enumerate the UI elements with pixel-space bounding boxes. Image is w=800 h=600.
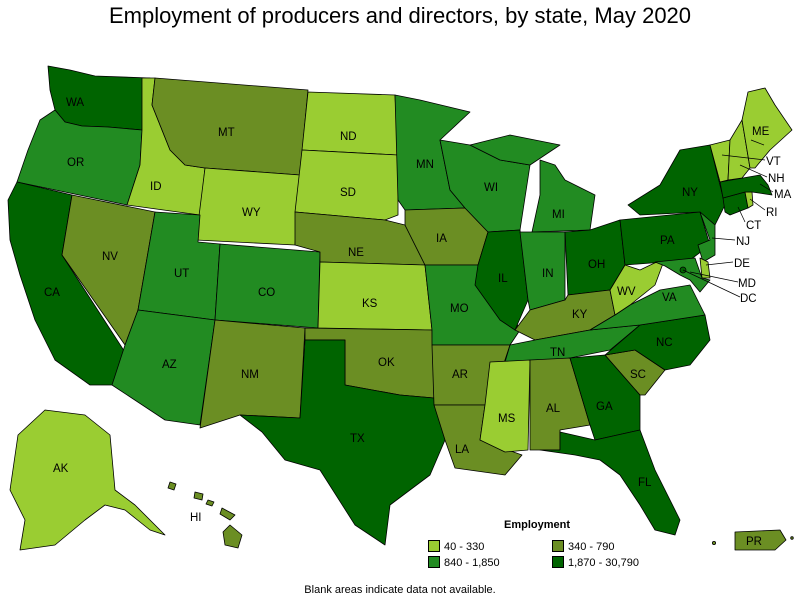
state-label-WY: WY xyxy=(242,207,261,219)
state-DE[interactable] xyxy=(699,257,711,279)
state-WV[interactable] xyxy=(609,257,666,316)
state-label-PA: PA xyxy=(660,235,675,247)
state-ME[interactable] xyxy=(741,87,793,169)
state-label-MN: MN xyxy=(416,159,434,171)
state-label-HI: HI xyxy=(190,512,202,524)
state-label-MT: MT xyxy=(218,127,235,139)
state-KS[interactable] xyxy=(317,261,433,331)
legend-swatch xyxy=(428,540,440,552)
state-CO[interactable] xyxy=(214,243,321,329)
state-label-NC: NC xyxy=(656,337,673,349)
state-label-PR: PR xyxy=(746,536,762,548)
legend-label: 340 - 790 xyxy=(568,541,615,553)
legend-title: Employment xyxy=(504,519,571,531)
state-label-TN: TN xyxy=(550,347,565,359)
state-label-FL: FL xyxy=(638,477,652,489)
state-label-NM: NM xyxy=(241,369,259,381)
state-label-DC: DC xyxy=(740,293,757,305)
legend-swatch xyxy=(552,556,564,568)
legend-item: 40 - 330 xyxy=(428,540,484,553)
state-label-IL: IL xyxy=(498,273,508,285)
state-label-SC: SC xyxy=(630,369,646,381)
state-label-WA: WA xyxy=(66,97,84,109)
state-label-SD: SD xyxy=(340,187,356,199)
state-label-MS: MS xyxy=(498,413,516,425)
state-PR[interactable] xyxy=(712,529,794,551)
state-label-GA: GA xyxy=(596,401,613,413)
state-label-AZ: AZ xyxy=(162,359,177,371)
state-label-WV: WV xyxy=(617,286,636,298)
state-label-AR: AR xyxy=(452,369,468,381)
state-label-MA: MA xyxy=(774,189,792,201)
state-label-KS: KS xyxy=(362,298,378,310)
legend-item: 840 - 1,850 xyxy=(428,556,500,569)
state-label-CT: CT xyxy=(746,220,761,232)
state-label-ME: ME xyxy=(752,126,770,138)
state-label-UT: UT xyxy=(174,268,189,280)
legend: Employment 40 - 330 340 - 790 840 - 1,85… xyxy=(428,518,639,578)
state-label-NH: NH xyxy=(768,173,785,185)
state-label-MO: MO xyxy=(450,303,469,315)
state-label-MI: MI xyxy=(552,209,565,221)
state-label-MD: MD xyxy=(738,278,756,290)
state-label-OR: OR xyxy=(67,157,84,169)
state-label-AL: AL xyxy=(546,403,561,415)
legend-swatch xyxy=(428,556,440,568)
legend-swatch xyxy=(552,540,564,552)
legend-label: 840 - 1,850 xyxy=(444,557,500,569)
legend-label: 40 - 330 xyxy=(444,541,485,553)
state-TX[interactable] xyxy=(239,339,446,546)
state-label-IN: IN xyxy=(542,268,554,280)
state-ND[interactable] xyxy=(301,91,399,156)
state-MA[interactable] xyxy=(719,174,773,199)
state-NY[interactable] xyxy=(627,144,726,226)
state-label-ND: ND xyxy=(340,131,357,143)
state-MI[interactable] xyxy=(469,134,596,233)
state-label-AK: AK xyxy=(53,463,69,475)
legend-item: 340 - 790 xyxy=(552,540,614,553)
state-FL[interactable] xyxy=(539,429,681,536)
state-label-OH: OH xyxy=(588,259,605,271)
legend-label: 1,870 - 30,790 xyxy=(568,557,639,569)
state-label-NE: NE xyxy=(348,247,364,259)
map-title: Employment of producers and directors, b… xyxy=(108,3,692,28)
state-label-CA: CA xyxy=(44,287,60,299)
state-label-OK: OK xyxy=(378,357,395,369)
state-label-NJ: NJ xyxy=(736,236,750,248)
state-label-NY: NY xyxy=(682,187,698,199)
state-AK[interactable] xyxy=(9,409,166,551)
state-label-VA: VA xyxy=(662,292,677,304)
state-label-LA: LA xyxy=(455,444,469,456)
state-label-CO: CO xyxy=(258,287,275,299)
state-label-KY: KY xyxy=(572,309,588,321)
state-MD[interactable] xyxy=(654,257,711,293)
state-label-DE: DE xyxy=(734,258,750,270)
legend-item: 1,870 - 30,790 xyxy=(552,556,639,569)
state-SD[interactable] xyxy=(294,149,399,221)
label-leader-lines xyxy=(682,139,774,298)
footnote: Blank areas indicate data not available. xyxy=(304,584,496,596)
state-label-ID: ID xyxy=(150,181,162,193)
state-label-RI: RI xyxy=(766,207,778,219)
state-HI[interactable] xyxy=(167,481,243,549)
state-label-WI: WI xyxy=(484,182,498,194)
state-label-NV: NV xyxy=(102,251,118,263)
state-label-IA: IA xyxy=(436,233,447,245)
state-label-VT: VT xyxy=(766,156,781,168)
state-label-TX: TX xyxy=(350,433,365,445)
